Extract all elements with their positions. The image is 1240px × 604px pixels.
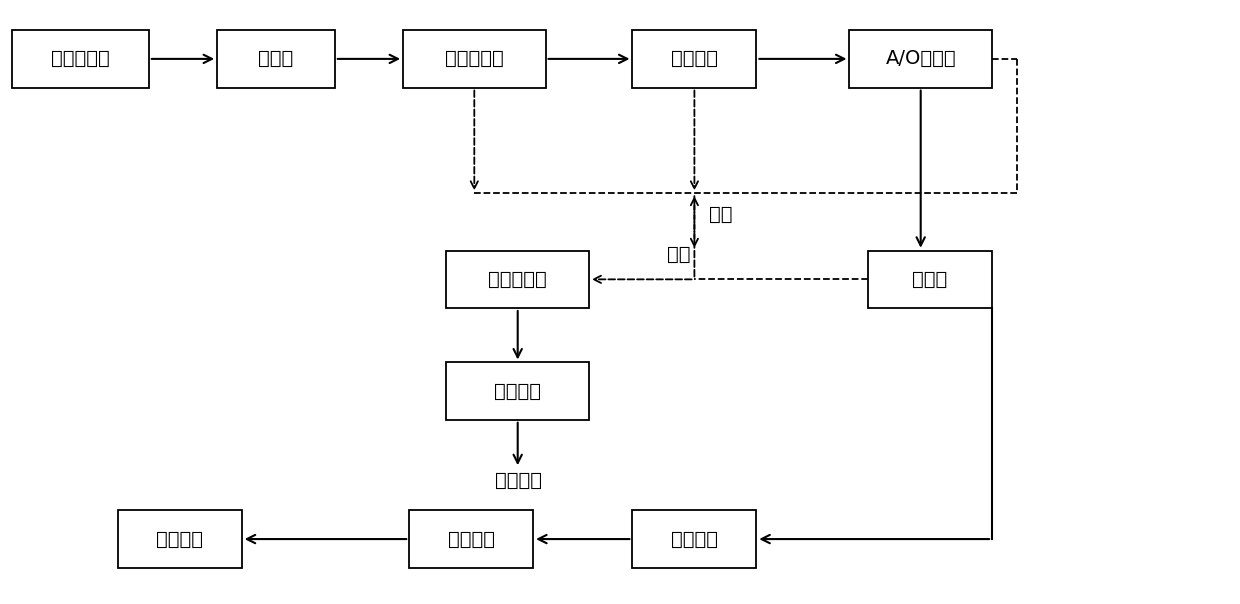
FancyBboxPatch shape bbox=[632, 30, 756, 88]
Text: 达标排放: 达标排放 bbox=[156, 530, 203, 548]
Text: 三维电解: 三维电解 bbox=[671, 50, 718, 68]
Text: 三维电解: 三维电解 bbox=[671, 530, 718, 548]
FancyBboxPatch shape bbox=[446, 362, 589, 420]
Text: 污泥浓缩池: 污泥浓缩池 bbox=[489, 270, 547, 289]
Text: 调节池: 调节池 bbox=[258, 50, 294, 68]
Text: 混凝沉淀池: 混凝沉淀池 bbox=[445, 50, 503, 68]
Text: A/O生化池: A/O生化池 bbox=[885, 50, 956, 68]
FancyBboxPatch shape bbox=[632, 510, 756, 568]
FancyBboxPatch shape bbox=[217, 30, 335, 88]
Text: 污泥: 污泥 bbox=[667, 245, 691, 265]
Text: 垃圾渗滤液: 垃圾渗滤液 bbox=[51, 50, 110, 68]
Text: 紫外消毒: 紫外消毒 bbox=[448, 530, 495, 548]
Text: 泥饼外运: 泥饼外运 bbox=[495, 471, 542, 490]
FancyBboxPatch shape bbox=[446, 251, 589, 308]
Text: 污泥: 污泥 bbox=[709, 205, 733, 224]
FancyBboxPatch shape bbox=[403, 30, 546, 88]
FancyBboxPatch shape bbox=[12, 30, 149, 88]
FancyBboxPatch shape bbox=[118, 510, 242, 568]
FancyBboxPatch shape bbox=[868, 251, 992, 308]
FancyBboxPatch shape bbox=[849, 30, 992, 88]
FancyBboxPatch shape bbox=[409, 510, 533, 568]
Text: 沉淀池: 沉淀池 bbox=[913, 270, 947, 289]
Text: 污泥脱水: 污泥脱水 bbox=[495, 382, 541, 400]
